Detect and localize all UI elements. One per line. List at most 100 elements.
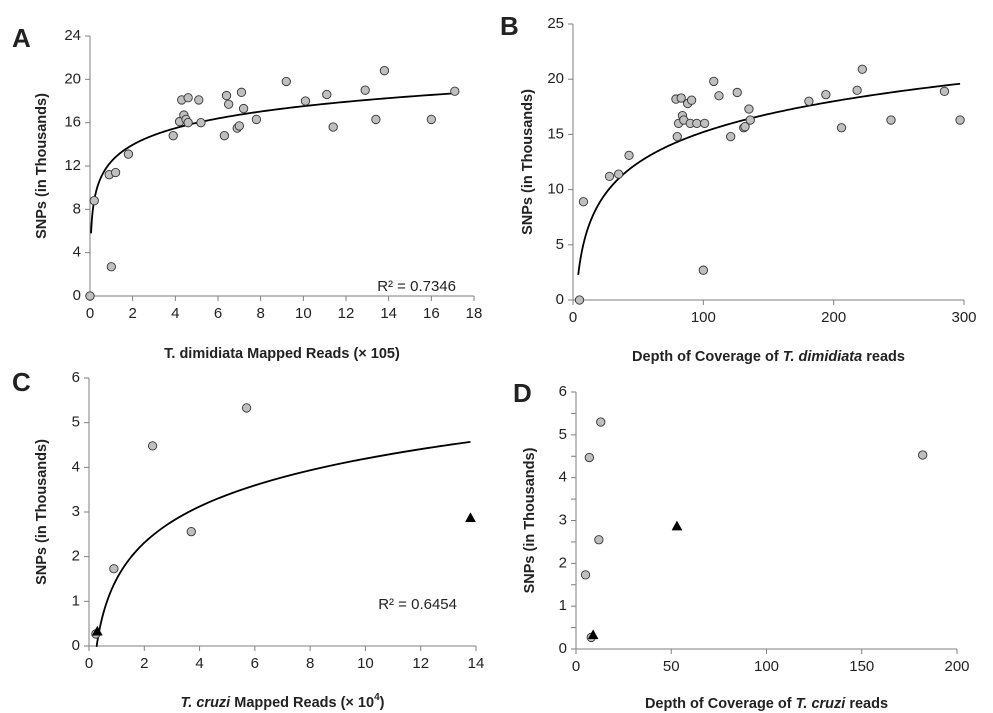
panel-b-x-axis-title: Depth of Coverage of T. dimidiata reads — [632, 349, 905, 365]
panel-a-data-point — [123, 149, 134, 159]
panel-a-x-tick-label: 10 — [295, 305, 312, 322]
panel-a-data-point — [426, 114, 436, 125]
panel-a-x-tick-label: 6 — [214, 305, 222, 322]
panel-b-trendline — [577, 82, 961, 276]
panel-c-x-tick-label: 4 — [195, 655, 203, 672]
panel-c-x-tick-label: 14 — [468, 655, 485, 672]
panel-a-data-point — [379, 66, 390, 76]
panel-a-data-point — [281, 76, 291, 87]
panel-b-y-tick-label: 25 — [547, 15, 564, 32]
panel-b-data-point — [692, 118, 702, 129]
panel-d-x-tick-label: 50 — [663, 658, 680, 675]
panel-a-data-point — [221, 90, 232, 101]
panel-c-r-squared: R² = 0.6454 — [378, 596, 457, 613]
panel-a-x-tick-label: 2 — [128, 305, 136, 322]
panel-b-letter: B — [500, 11, 519, 41]
panel-a-data-point — [238, 103, 249, 114]
panel-a-data-point — [322, 89, 332, 100]
panel-b-data-point — [836, 123, 847, 133]
panel-b-data-point — [699, 118, 710, 129]
panel-a-data-point — [328, 122, 338, 132]
panel-b-data-point — [714, 91, 724, 101]
panel-d-data-point — [594, 535, 604, 545]
panel-c-triangle-point — [91, 625, 103, 636]
panel-c-y-tick-label: 6 — [72, 369, 80, 386]
panel-a-data-point — [300, 96, 311, 106]
panel-b-data-point — [939, 86, 950, 96]
panel-c-y-tick-label: 3 — [72, 503, 80, 520]
panel-a-y-tick-label: 8 — [73, 200, 81, 217]
panel-d-x-tick-label: 150 — [849, 658, 874, 675]
panel-c-x-tick-label: 8 — [306, 655, 314, 672]
panel-a-data-point — [183, 93, 193, 103]
panel-a-y-tick-label: 4 — [73, 244, 81, 261]
panel-b-data-point — [574, 295, 585, 305]
panel-b-data-point — [745, 115, 755, 125]
panel-b: B 0 5 10 15 20 25 0 100 200 300 SNPs (in Thousands)… — [500, 11, 977, 365]
panel-b-data-point — [686, 95, 697, 105]
panel-a-y-axis-title: SNPs (in Thousands) — [34, 93, 50, 239]
panel-a-y-tick-label: 24 — [64, 27, 81, 44]
panel-a-data-point — [85, 291, 95, 301]
panel-c-letter: C — [12, 367, 31, 397]
panel-a-data-point — [450, 86, 460, 96]
panel-b-x-tick-label: 100 — [691, 309, 716, 326]
panel-a-data-point — [224, 99, 234, 109]
panel-b-x-tick-label: 300 — [951, 309, 976, 326]
panel-b-data-point — [709, 76, 719, 87]
panel-a-data-point — [194, 95, 204, 105]
panel-a-y-tick-label: 20 — [64, 70, 81, 87]
panel-b-data-point — [744, 104, 754, 114]
panel-c-x-tick-label: 12 — [412, 655, 429, 672]
panel-a-data-point — [360, 85, 370, 95]
panel-b-data-point — [821, 90, 831, 100]
panel-c-trendline — [95, 440, 471, 647]
panel-b-y-tick-label: 10 — [547, 181, 564, 198]
panel-a-x-tick-label: 14 — [380, 305, 397, 322]
panel-a-x-tick-label: 4 — [171, 305, 179, 322]
panel-b-data-point — [672, 131, 682, 142]
panel-a-data-point — [183, 118, 193, 128]
panel-a-data-point — [89, 196, 99, 206]
panel-d: D 0 1 2 3 4 5 6 0 50 100 150 200 SNPs (in Thousands) D… — [513, 378, 970, 712]
panel-a-r-squared: R² = 0.7346 — [377, 278, 456, 295]
panel-b-data-point — [740, 122, 750, 132]
panel-d-letter: D — [513, 378, 532, 408]
panel-b-data-point — [613, 169, 624, 179]
panel-b-data-point — [886, 115, 896, 125]
panel-b-data-point — [624, 150, 634, 161]
panel-d-x-axis-title: Depth of Coverage of T. cruzi reads — [645, 696, 888, 712]
panel-c-x-tick-label: 0 — [85, 655, 93, 672]
panel-b-y-tick-label: 0 — [556, 291, 564, 308]
panel-d-x-tick-label: 200 — [944, 658, 969, 675]
panel-d-triangle-point — [587, 629, 599, 640]
panel-a-data-point — [106, 262, 116, 272]
panel-b-x-tick-label: 0 — [569, 309, 577, 326]
panel-c-y-tick-label: 1 — [72, 592, 80, 609]
panel-c-data-point — [186, 527, 196, 537]
panel-b-data-point — [857, 64, 867, 74]
panel-a-data-point — [371, 114, 381, 125]
panel-b-data-point — [698, 265, 708, 275]
panel-c-y-axis-title: SNPs (in Thousands) — [34, 439, 50, 585]
panel-d-y-tick-label: 6 — [559, 383, 567, 400]
panel-a-data-point — [219, 131, 230, 141]
panel-a-x-tick-label: 16 — [423, 305, 440, 322]
panel-d-y-tick-label: 4 — [559, 469, 567, 486]
panel-a-x-tick-label: 8 — [256, 305, 264, 322]
panel-b-data-point — [732, 87, 742, 98]
panel-b-data-point — [578, 197, 589, 207]
panel-b-y-tick-label: 5 — [556, 236, 564, 253]
panel-a-data-point — [251, 114, 262, 125]
panel-b-data-point — [726, 131, 736, 142]
panel-a-trendline — [90, 92, 457, 234]
panel-a-data-point — [168, 131, 178, 141]
panel-a-data-point — [196, 118, 206, 128]
panel-a-y-tick-label: 0 — [73, 287, 81, 304]
panel-d-y-tick-label: 0 — [559, 640, 567, 657]
panel-a-y-tick-label: 12 — [64, 157, 81, 174]
panel-a-data-point — [236, 87, 247, 97]
panel-a-data-point — [110, 167, 121, 178]
panel-c-y-tick-label: 0 — [72, 637, 80, 654]
